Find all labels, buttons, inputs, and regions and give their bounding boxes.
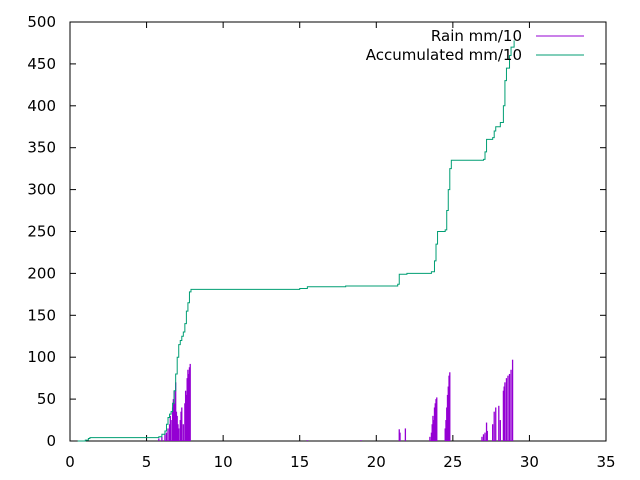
legend-label-accumulated: Accumulated mm/10 — [366, 46, 522, 64]
y-tick-label: 250 — [27, 223, 56, 241]
x-tick-label: 20 — [367, 453, 386, 471]
x-tick-label: 10 — [214, 453, 233, 471]
y-tick-label: 350 — [27, 139, 56, 157]
y-tick-label: 300 — [27, 181, 56, 199]
x-tick-label: 15 — [290, 453, 309, 471]
x-tick-label: 0 — [65, 453, 75, 471]
y-tick-label: 450 — [27, 55, 56, 73]
plot-area-border — [69, 21, 607, 442]
plot-frame — [69, 21, 607, 442]
x-tick-label: 5 — [142, 453, 152, 471]
y-tick-label: 150 — [27, 306, 56, 324]
x-tick-label: 30 — [520, 453, 539, 471]
y-tick-label: 500 — [27, 13, 56, 31]
y-tick-label: 400 — [27, 97, 56, 115]
axis-tick-labels: 0 5 10 15 20 25 30 3505010015020025030035040045… — [27, 13, 615, 471]
x-tick-label: 25 — [443, 453, 462, 471]
legend-label-rain: Rain mm/10 — [431, 27, 522, 45]
axis-ticks — [69, 21, 607, 442]
y-tick-label: 200 — [27, 264, 56, 282]
series-layer — [77, 40, 515, 442]
y-tick-label: 50 — [37, 390, 56, 408]
x-tick-label: 35 — [596, 453, 615, 471]
series-1 — [77, 40, 515, 442]
legend: Rain mm/10 Accumulated mm/10 — [366, 27, 584, 64]
accumulated-line — [77, 40, 515, 442]
y-tick-label: 100 — [27, 348, 56, 366]
y-tick-label: 0 — [46, 432, 56, 450]
series-0 — [158, 359, 514, 441]
